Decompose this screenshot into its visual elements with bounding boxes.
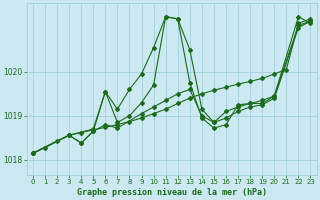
- X-axis label: Graphe pression niveau de la mer (hPa): Graphe pression niveau de la mer (hPa): [77, 188, 267, 197]
